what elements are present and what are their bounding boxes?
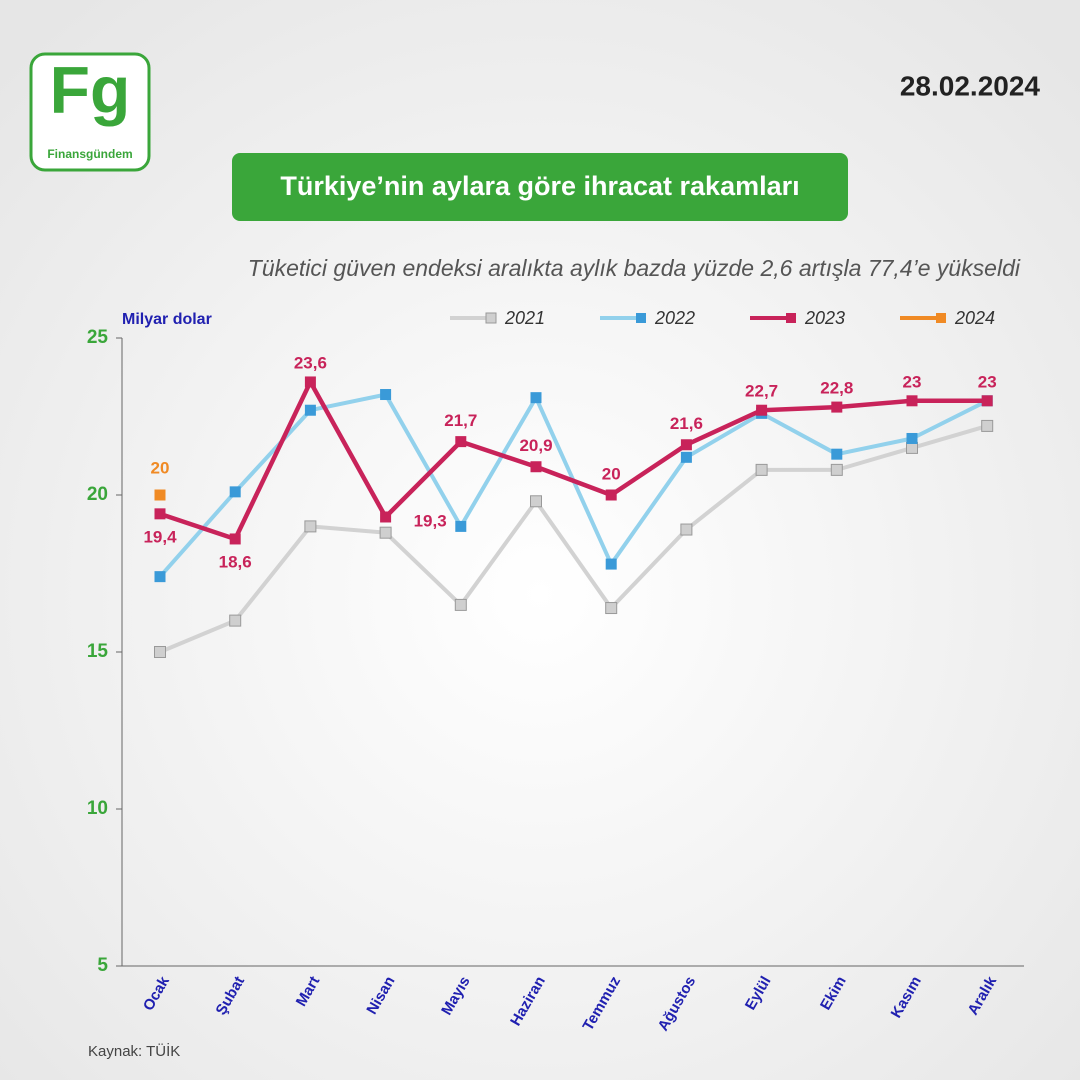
point-marker xyxy=(154,571,166,583)
point-marker xyxy=(830,463,843,476)
legend-label: 2022 xyxy=(654,308,695,328)
point-marker xyxy=(680,439,692,451)
y-axis-label: Milyar dolar xyxy=(122,311,212,328)
legend-marker xyxy=(786,313,796,323)
point-marker xyxy=(680,451,692,463)
point-marker xyxy=(831,448,843,460)
y-tick-label: 15 xyxy=(87,641,109,662)
date: 28.02.2024 xyxy=(900,70,1041,101)
point-marker xyxy=(229,533,241,545)
point-marker xyxy=(380,511,392,523)
logo-mark: Fg xyxy=(50,52,131,126)
point-marker xyxy=(906,441,918,454)
point-marker xyxy=(304,404,316,416)
subtitle: Tüketici güven endeksi aralıkta aylık ba… xyxy=(248,255,1021,281)
point-marker xyxy=(605,489,617,501)
point-marker xyxy=(455,436,467,448)
legend-label: 2023 xyxy=(804,308,845,328)
legend-marker xyxy=(636,313,646,323)
legend-marker xyxy=(936,313,946,323)
y-tick-label: 25 xyxy=(87,327,109,348)
data-label: 19,3 xyxy=(414,511,447,530)
logo-name: Finansgündem xyxy=(47,147,132,161)
point-marker xyxy=(229,614,242,627)
point-marker xyxy=(304,376,316,388)
point-marker xyxy=(154,489,166,501)
point-marker xyxy=(454,598,467,611)
source: Kaynak: TÜİK xyxy=(88,1042,180,1060)
point-marker xyxy=(379,526,392,539)
data-label: 20 xyxy=(151,458,170,477)
legend-label: 2021 xyxy=(504,308,545,328)
data-label: 20,9 xyxy=(519,436,552,455)
point-marker xyxy=(530,392,542,404)
point-marker xyxy=(981,395,993,407)
y-tick-label: 10 xyxy=(87,798,108,819)
point-marker xyxy=(605,602,618,615)
point-marker xyxy=(530,495,542,508)
legend-label: 2024 xyxy=(954,308,995,328)
logo-frame xyxy=(29,52,151,172)
point-marker xyxy=(380,389,392,401)
data-label: 23 xyxy=(978,372,997,391)
point-marker xyxy=(154,508,166,520)
point-marker xyxy=(755,463,768,476)
point-marker xyxy=(154,646,166,658)
legend-marker xyxy=(485,312,497,324)
point-marker xyxy=(304,520,317,533)
point-marker xyxy=(831,401,843,413)
point-marker xyxy=(530,461,542,473)
series-line xyxy=(159,424,988,654)
data-label: 21,6 xyxy=(670,414,703,433)
point-marker xyxy=(981,419,994,432)
data-label: 22,7 xyxy=(745,382,778,401)
logo: Fg Finansgündem xyxy=(29,52,151,172)
point-marker xyxy=(605,558,617,570)
point-marker xyxy=(906,395,918,407)
data-label: 19,4 xyxy=(143,527,177,546)
data-label: 23,6 xyxy=(294,353,327,372)
chart-title: Türkiye’nin aylara göre ihracat rakamlar… xyxy=(280,171,799,201)
data-label: 23 xyxy=(903,372,922,391)
y-tick-label: 20 xyxy=(87,484,108,505)
title-box xyxy=(232,153,848,221)
data-label: 18,6 xyxy=(219,552,252,571)
point-marker xyxy=(229,486,241,498)
point-marker xyxy=(455,520,467,532)
data-label: 20 xyxy=(602,464,621,483)
point-marker xyxy=(680,523,693,536)
point-marker xyxy=(906,432,918,444)
point-marker xyxy=(756,404,768,416)
data-label: 21,7 xyxy=(444,411,477,430)
series-line xyxy=(159,379,988,542)
y-tick-label: 5 xyxy=(97,955,108,976)
data-label: 22,8 xyxy=(820,379,853,398)
